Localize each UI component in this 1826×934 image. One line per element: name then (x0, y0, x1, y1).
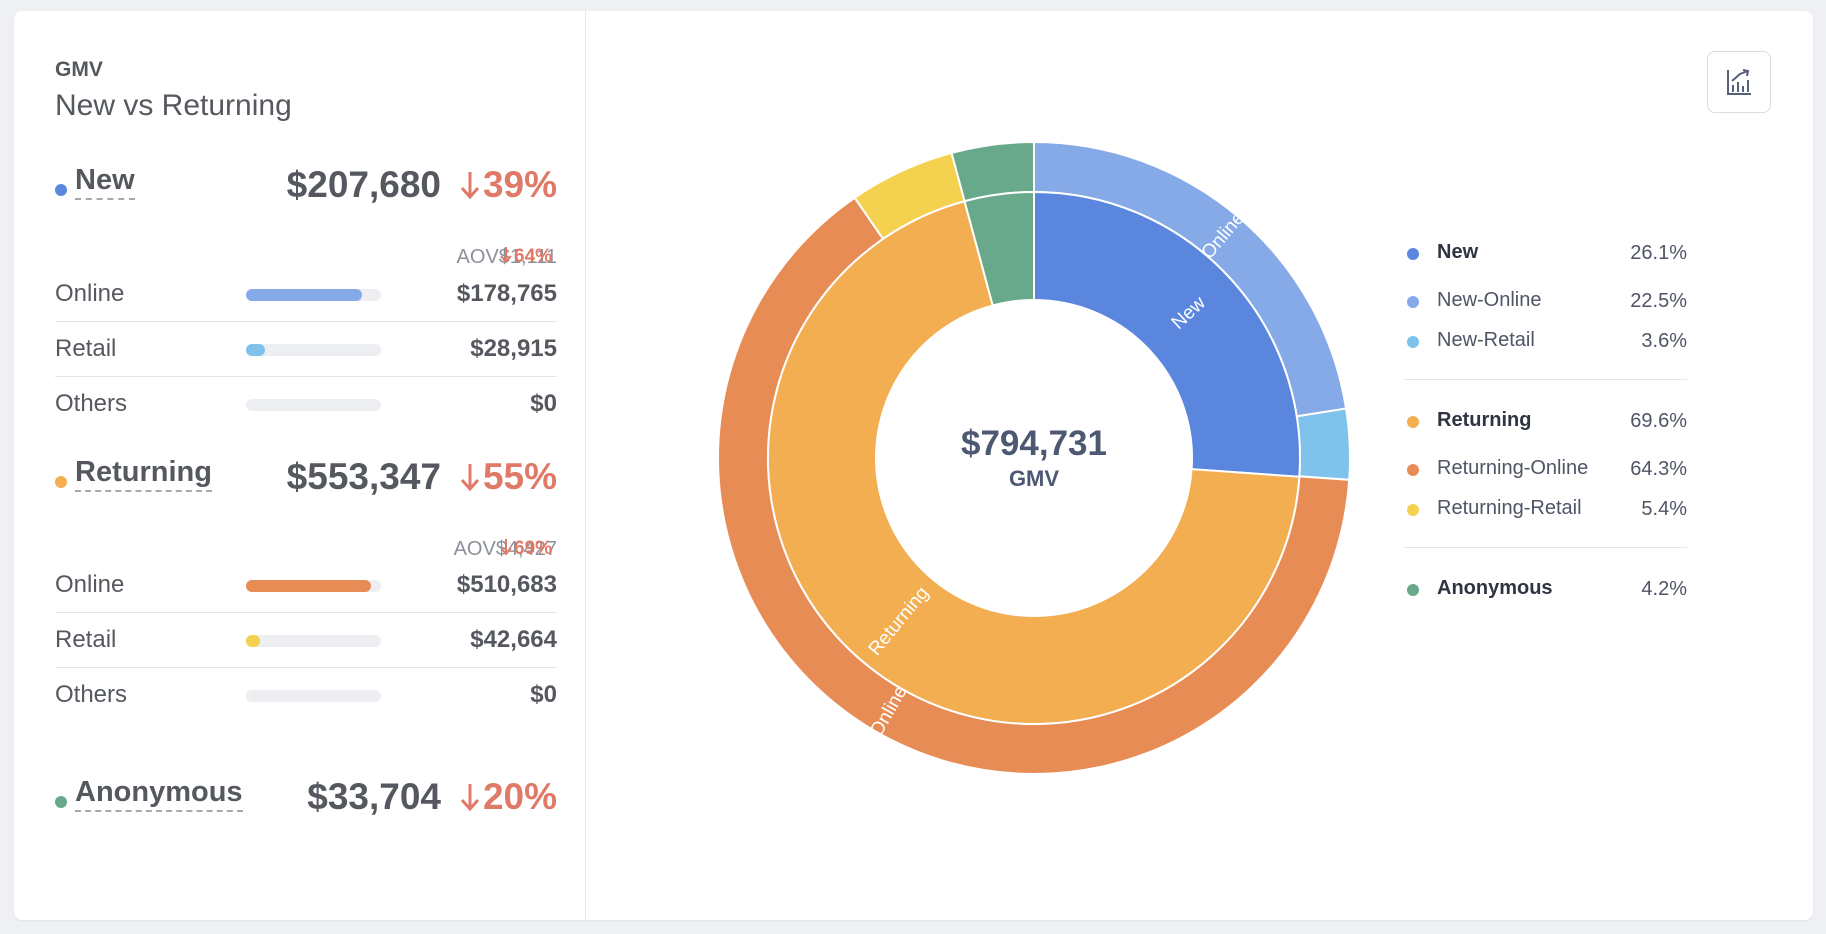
legend-item-returning[interactable]: Returning 69.6% (1404, 409, 1687, 435)
group-returning-aov-change-value: 69% (514, 538, 553, 559)
row-bar-fill (246, 635, 260, 647)
group-returning-header: Returning $553,347 55% (55, 453, 557, 503)
breakdown-panel: GMV New vs Returning New $207,680 39% AO… (14, 11, 585, 920)
group-new-change: 39% (460, 163, 557, 207)
row-bar-fill (246, 344, 265, 356)
legend-dot (1407, 336, 1419, 348)
group-anonymous-amount: $33,704 (307, 776, 441, 817)
group-returning-aov-change: 69% (500, 538, 585, 560)
group-new-aov-change-value: 64% (514, 246, 553, 267)
group-returning-change: 55% (460, 455, 557, 499)
row-label: Others (55, 681, 128, 708)
legend-value: 22.5% (1630, 290, 1687, 312)
panel-divider (585, 11, 586, 920)
arrow-down-icon (460, 172, 480, 200)
row-bar-track (246, 344, 381, 356)
group-new-row-others: Others $0 (55, 377, 557, 431)
legend-label: Returning (1437, 409, 1532, 431)
legend-label: New-Online (1437, 289, 1542, 311)
group-anonymous-header: Anonymous $33,704 20% (55, 773, 557, 823)
group-new-aov-change: 64% (500, 246, 585, 268)
legend-item-returning-online[interactable]: Returning-Online 64.3% (1404, 457, 1687, 483)
legend-value: 3.6% (1641, 330, 1687, 352)
arrow-down-icon (500, 539, 512, 556)
group-returning-amount: $553,347 (286, 456, 441, 497)
legend-label: New-Retail (1437, 329, 1535, 351)
legend-label: Returning-Online (1437, 457, 1589, 479)
row-amount: $0 (530, 681, 557, 708)
group-anonymous-name[interactable]: Anonymous (75, 775, 243, 812)
row-bar-track (246, 289, 381, 301)
legend-dot (1407, 416, 1419, 428)
row-label: Online (55, 571, 125, 598)
card-title: New vs Returning (55, 89, 292, 122)
row-bar-fill (246, 289, 362, 301)
arrow-down-icon (460, 784, 480, 812)
legend-value: 4.2% (1641, 578, 1687, 600)
legend-value: 69.6% (1630, 410, 1687, 432)
chart-toggle-button[interactable] (1707, 51, 1771, 113)
legend-value: 5.4% (1641, 498, 1687, 520)
group-new-row-retail: Retail $28,915 (55, 322, 557, 377)
anonymous-dot (55, 796, 67, 808)
legend-separator (1404, 379, 1687, 380)
group-returning-row-others: Others $0 (55, 668, 557, 722)
group-new-row-online: Online $178,765 (55, 267, 557, 322)
legend-dot (1407, 584, 1419, 596)
legend-label: New (1437, 241, 1479, 263)
legend-label: Returning-Retail (1437, 497, 1582, 519)
row-bar-track (246, 690, 381, 702)
legend-label: Anonymous (1437, 577, 1553, 599)
legend-item-returning-retail[interactable]: Returning-Retail 5.4% (1404, 497, 1687, 523)
legend-item-new-retail[interactable]: New-Retail 3.6% (1404, 329, 1687, 355)
returning-dot (55, 476, 67, 488)
inner-slice-anonymous[interactable] (963, 190, 1035, 307)
legend-item-anonymous[interactable]: Anonymous 4.2% (1404, 577, 1687, 603)
row-amount: $0 (530, 390, 557, 417)
row-amount: $28,915 (470, 335, 557, 362)
row-bar-fill (246, 580, 371, 592)
row-label: Others (55, 390, 128, 417)
group-new-name[interactable]: New (75, 163, 135, 200)
row-label: Online (55, 280, 125, 307)
inner-slice-new[interactable] (1033, 190, 1301, 478)
group-returning-name[interactable]: Returning (75, 455, 212, 492)
legend-dot (1407, 464, 1419, 476)
legend-dot (1407, 504, 1419, 516)
row-label: Retail (55, 335, 117, 362)
row-label: Retail (55, 626, 117, 653)
donut-center-value: $794,731 (961, 424, 1107, 463)
group-new-amount: $207,680 (286, 164, 441, 205)
legend-dot (1407, 296, 1419, 308)
row-bar-track (246, 399, 381, 411)
row-bar-track (246, 635, 381, 647)
group-anonymous-change-value: 20% (482, 776, 557, 817)
group-returning-row-retail: Retail $42,664 (55, 613, 557, 668)
arrow-down-icon (500, 247, 512, 264)
row-bar-track (246, 580, 381, 592)
group-returning-change-value: 55% (482, 456, 557, 497)
legend-separator (1404, 547, 1687, 548)
inner-slice-returning[interactable] (767, 199, 1301, 725)
legend-item-new-online[interactable]: New-Online 22.5% (1404, 289, 1687, 315)
group-anonymous-change: 20% (460, 775, 557, 819)
chart-line-icon (1727, 69, 1751, 95)
new-dot (55, 184, 67, 196)
card-eyebrow: GMV (55, 58, 103, 81)
outer-slice-new-retail[interactable] (1295, 407, 1351, 481)
legend-item-new[interactable]: New 26.1% (1404, 241, 1687, 267)
group-new-change-value: 39% (482, 164, 557, 205)
row-amount: $510,683 (456, 571, 557, 598)
group-returning-row-online: Online $510,683 (55, 558, 557, 613)
row-amount: $42,664 (470, 626, 557, 653)
donut-center-label: GMV (1009, 466, 1059, 491)
row-amount: $178,765 (456, 280, 557, 307)
legend-value: 64.3% (1630, 458, 1687, 480)
legend-dot (1407, 248, 1419, 260)
group-new-header: New $207,680 39% (55, 161, 557, 211)
legend-value: 26.1% (1630, 242, 1687, 264)
gmv-card: GMV New vs Returning New $207,680 39% AO… (14, 11, 1813, 920)
arrow-down-icon (460, 464, 480, 492)
